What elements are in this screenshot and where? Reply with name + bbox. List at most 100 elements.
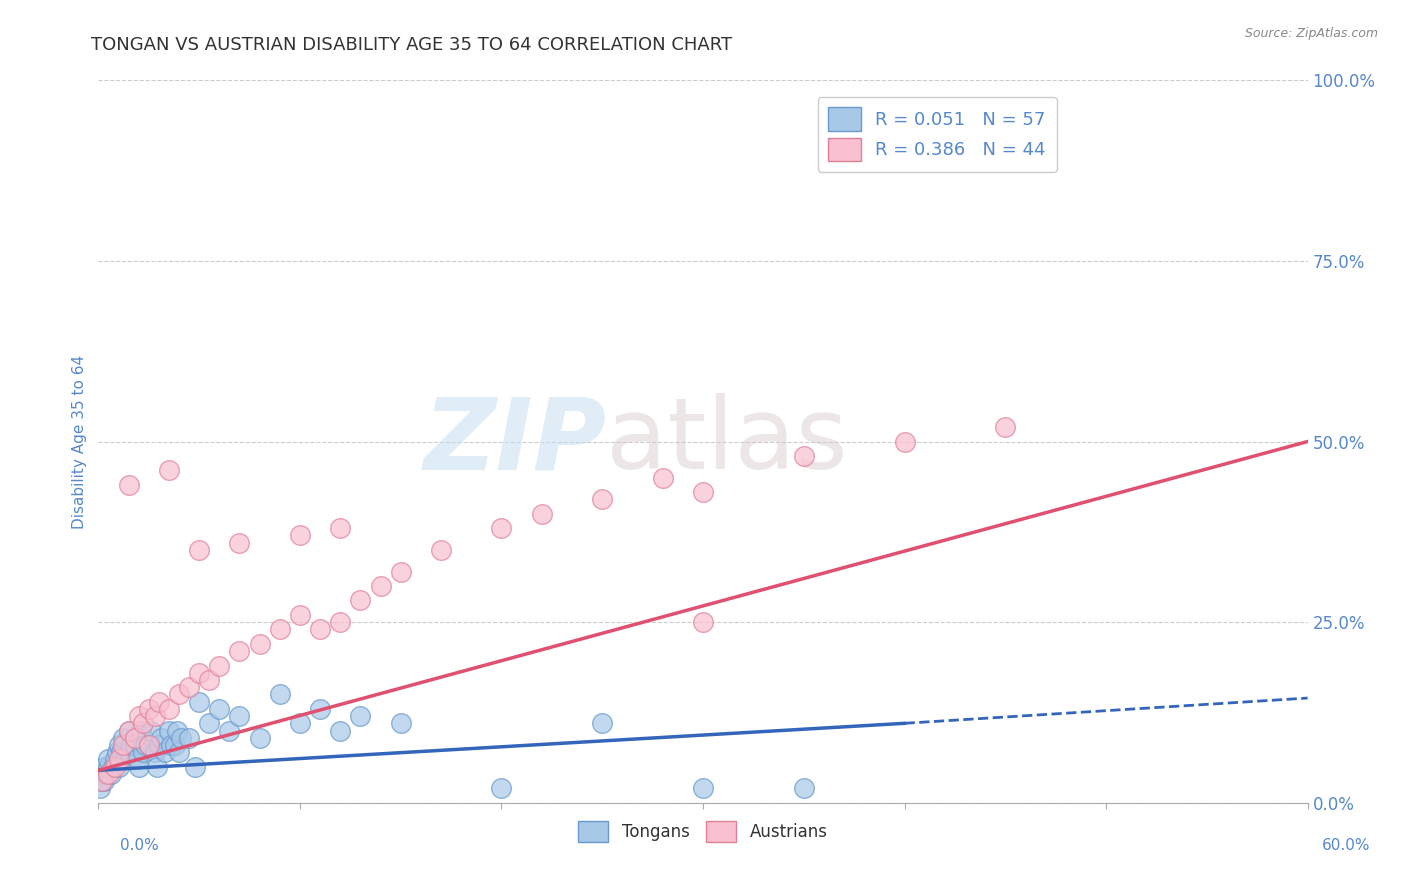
Point (329, 521, 352, 535)
Point (349, 709, 371, 723)
Point (249, 731, 271, 745)
Point (118, 723, 141, 738)
Point (96, 767, 118, 781)
Point (228, 644, 250, 658)
Point (105, 745, 128, 759)
Point (138, 738, 160, 752)
Point (118, 723, 141, 738)
Point (651, 471, 673, 485)
Point (91, 767, 114, 781)
Y-axis label: Disability Age 35 to 64: Disability Age 35 to 64 (72, 354, 87, 529)
Point (591, 492, 613, 507)
Point (170, 731, 193, 745)
Point (107, 760, 129, 774)
Point (139, 723, 162, 738)
Text: TONGAN VS AUSTRIAN DISABILITY AGE 35 TO 64 CORRELATION CHART: TONGAN VS AUSTRIAN DISABILITY AGE 35 TO … (91, 36, 733, 54)
Point (129, 723, 152, 738)
Point (198, 716, 221, 731)
Point (100, 767, 122, 781)
Point (793, 449, 815, 463)
Point (430, 542, 453, 557)
Point (153, 745, 176, 759)
Point (288, 607, 311, 622)
Point (389, 565, 412, 579)
Point (148, 695, 170, 709)
Point (111, 738, 134, 752)
Point (349, 593, 371, 607)
Point (107, 752, 129, 766)
Point (309, 702, 332, 716)
Point (89, 781, 111, 796)
Point (132, 716, 155, 731)
Point (120, 738, 142, 752)
Point (143, 745, 166, 759)
Point (309, 623, 332, 637)
Point (91, 774, 114, 789)
Point (288, 528, 311, 542)
Point (491, 521, 513, 535)
Point (692, 485, 714, 500)
Point (163, 738, 186, 752)
Point (97, 767, 120, 781)
Point (389, 716, 412, 731)
Point (103, 752, 125, 766)
Point (249, 637, 271, 651)
Point (218, 723, 240, 738)
Point (179, 731, 201, 745)
Text: ZIP: ZIP (423, 393, 606, 490)
Point (128, 760, 150, 774)
Point (111, 731, 134, 745)
Point (138, 738, 160, 752)
Point (893, 434, 915, 449)
Point (994, 420, 1017, 434)
Point (269, 623, 291, 637)
Point (208, 658, 231, 673)
Point (149, 731, 172, 745)
Point (188, 665, 211, 680)
Point (97, 752, 120, 766)
Point (370, 579, 392, 593)
Point (184, 760, 207, 774)
Point (329, 723, 352, 738)
Point (157, 463, 180, 477)
Text: 60.0%: 60.0% (1323, 838, 1371, 854)
Point (138, 702, 160, 716)
Point (692, 781, 714, 796)
Point (491, 781, 513, 796)
Point (91, 774, 114, 789)
Point (793, 781, 815, 796)
Point (188, 542, 211, 557)
Point (167, 687, 190, 701)
Point (118, 745, 141, 759)
Point (118, 478, 141, 492)
Text: atlas: atlas (606, 393, 848, 490)
Point (143, 709, 166, 723)
Point (228, 535, 250, 549)
Point (166, 723, 188, 738)
Point (103, 760, 125, 774)
Text: 0.0%: 0.0% (120, 838, 159, 854)
Point (148, 738, 170, 752)
Point (167, 745, 190, 759)
Text: Source: ZipAtlas.com: Source: ZipAtlas.com (1244, 27, 1378, 40)
Point (208, 702, 231, 716)
Point (591, 716, 613, 731)
Point (97, 760, 120, 774)
Point (530, 507, 553, 521)
Point (157, 723, 180, 738)
Point (157, 702, 180, 716)
Point (329, 615, 352, 630)
Point (132, 745, 155, 759)
Point (124, 738, 146, 752)
Point (198, 673, 221, 687)
Point (146, 760, 169, 774)
Point (93, 774, 115, 789)
Point (114, 752, 136, 766)
Legend: Tongans, Austrians: Tongans, Austrians (572, 814, 834, 848)
Point (692, 615, 714, 630)
Point (134, 738, 156, 752)
Point (101, 760, 124, 774)
Point (110, 745, 132, 759)
Point (288, 716, 311, 731)
Point (93, 760, 115, 774)
